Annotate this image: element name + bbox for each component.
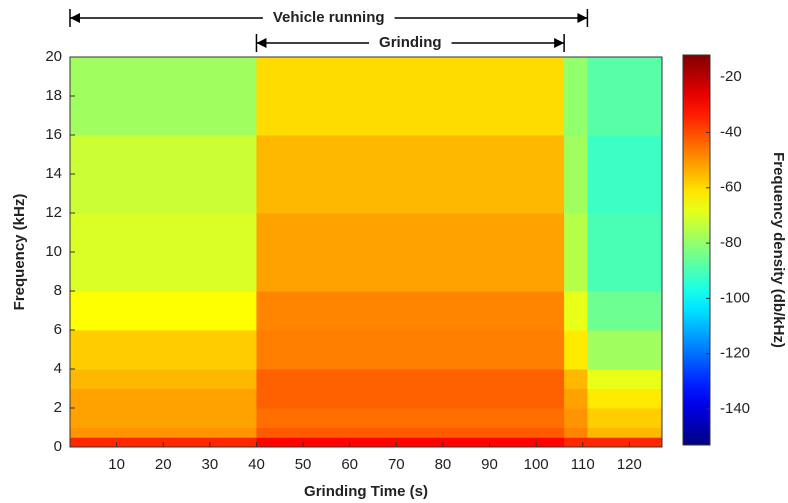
y-tick-label: 8 (54, 282, 62, 299)
heatmap-cell (587, 57, 663, 136)
annotation-text: Grinding (379, 34, 442, 51)
heatmap-cell (564, 213, 588, 292)
arrow-head (577, 13, 588, 23)
x-tick-label: 110 (571, 456, 595, 473)
colorbar-tick-label: -60 (720, 179, 742, 196)
colorbar-label: Frequency density (db/kHz) (770, 152, 787, 348)
heatmap-cell (256, 388, 565, 409)
annotation-background (369, 33, 452, 53)
y-tick-label: 20 (45, 48, 62, 65)
heatmap-cell (587, 388, 663, 409)
x-tick-label: 50 (295, 456, 312, 473)
heatmap-cell (256, 437, 565, 448)
colorbar-tick-label: -100 (720, 289, 750, 306)
heatmap-cell (256, 57, 565, 136)
colorbar-tick-label: -80 (720, 234, 742, 251)
heatmap-cell (587, 213, 663, 292)
heatmap-cell (587, 427, 663, 438)
heatmap-cell (564, 57, 588, 136)
heatmap-cell (564, 291, 588, 331)
y-tick-label: 18 (45, 87, 62, 104)
annotation-arrow: Vehicle running (69, 8, 589, 28)
heatmap-cell (587, 330, 663, 370)
heatmap-cell (256, 291, 565, 331)
annotation-text: Vehicle running (273, 9, 385, 26)
heatmap-cell (256, 213, 565, 292)
x-tick-label: 80 (435, 456, 452, 473)
arrow-head (70, 13, 80, 23)
heatmap-cell (587, 291, 663, 331)
heatmap-cell (256, 330, 565, 370)
colorbar-tick-label: -20 (720, 68, 742, 85)
x-tick-label: 120 (617, 456, 642, 473)
heatmap-cell (587, 437, 663, 448)
heatmap-cell (587, 369, 663, 389)
x-tick-label: 60 (341, 456, 358, 473)
colorbar (682, 54, 711, 446)
y-tick-label: 12 (45, 204, 62, 221)
heatmap-cell (256, 369, 565, 389)
colorbar-tick-label: -120 (720, 345, 750, 362)
arrow-head (256, 38, 267, 48)
heatmap-cell (70, 291, 257, 331)
heatmap-cell (70, 427, 257, 438)
x-tick-label: 10 (108, 456, 125, 473)
y-tick-label: 4 (54, 360, 62, 377)
heatmap-cell (70, 330, 257, 370)
x-axis-label: Grinding Time (s) (304, 483, 428, 500)
heatmap-cell (70, 408, 257, 428)
y-tick-label: 0 (54, 438, 62, 455)
annotation-background (262, 8, 395, 28)
heatmap-cell (564, 427, 588, 438)
x-tick-label: 90 (481, 456, 498, 473)
heatmap-cell (564, 330, 588, 370)
y-tick-label: 16 (45, 126, 62, 143)
heatmap-cell (256, 427, 565, 438)
heatmap-cell (587, 135, 663, 214)
x-tick-label: 70 (388, 456, 405, 473)
heatmap-cell (70, 135, 257, 214)
heatmap-cell (70, 213, 257, 292)
heatmap-cell (564, 388, 588, 409)
y-tick-label: 10 (45, 243, 62, 260)
x-tick-label: 20 (155, 456, 172, 473)
y-tick-label: 2 (54, 399, 62, 416)
y-tick-label: 14 (45, 165, 62, 182)
y-axis-label: Frequency (kHz) (11, 194, 28, 311)
y-tick-label: 6 (54, 321, 62, 338)
heatmap-cell (564, 135, 588, 214)
colorbar-tick-label: -40 (720, 123, 742, 140)
heatmap-cell (256, 135, 565, 214)
x-tick-label: 40 (248, 456, 265, 473)
heatmap-cell (564, 437, 588, 448)
heatmap-cell (256, 408, 565, 428)
x-tick-label: 100 (524, 456, 549, 473)
heatmap-cell (70, 57, 257, 136)
colorbar-tick-label: -140 (720, 400, 750, 417)
heatmap-cell (70, 369, 257, 389)
heatmap-cell (564, 369, 588, 389)
heatmap-cell (587, 408, 663, 428)
x-tick-label: 30 (201, 456, 218, 473)
heatmap-cell (564, 408, 588, 428)
arrow-head (554, 38, 565, 48)
annotation-arrow: Grinding (255, 33, 565, 53)
heatmap-cell (70, 388, 257, 409)
